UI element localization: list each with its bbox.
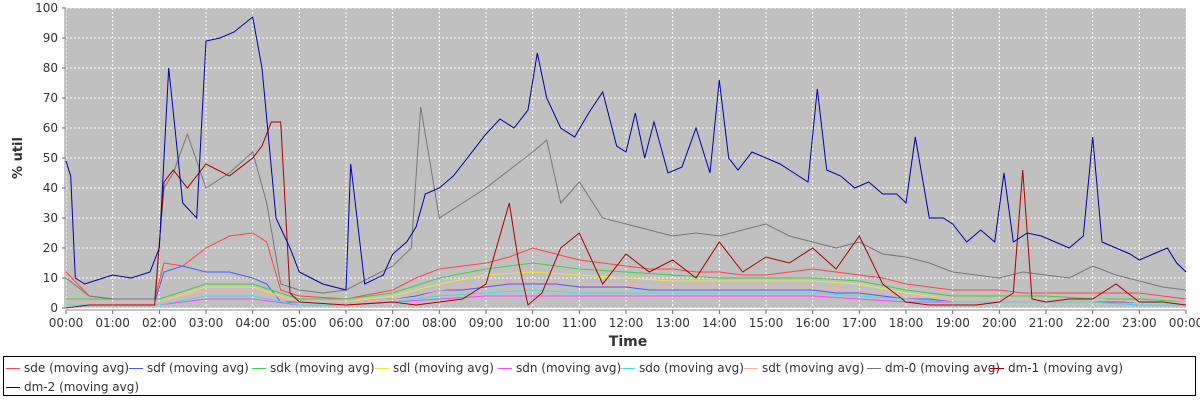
x-tick-label: 08:00 — [422, 316, 457, 330]
legend-item: dm-1 (moving avg) — [990, 360, 1123, 376]
x-tick-label: 21:00 — [1029, 316, 1064, 330]
x-tick-label: 16:00 — [795, 316, 830, 330]
legend: sde (moving avg) sdf (moving avg) sdk (mov… — [3, 356, 1196, 396]
legend-swatch — [867, 367, 881, 369]
legend-swatch — [621, 367, 635, 369]
x-tick-label: 20:00 — [982, 316, 1017, 330]
axes — [62, 7, 1187, 314]
x-tick-label: 15:00 — [749, 316, 784, 330]
legend-swatch — [990, 367, 1004, 369]
x-tick-label: 06:00 — [329, 316, 364, 330]
x-tick-label: 00:00 — [1169, 316, 1200, 330]
x-tick-label: 02:00 — [142, 316, 177, 330]
x-tick-label: 05:00 — [282, 316, 317, 330]
legend-swatch — [744, 367, 758, 369]
x-tick-label: 09:00 — [469, 316, 504, 330]
legend-label: sdt (moving avg) — [762, 361, 865, 375]
y-tick-label: 20 — [43, 241, 58, 255]
x-tick-label: 10:00 — [515, 316, 550, 330]
x-tick-label: 17:00 — [842, 316, 877, 330]
y-tick-label: 30 — [43, 211, 58, 225]
x-tick-label: 00:00 — [49, 316, 84, 330]
legend-item: sdf (moving avg) — [129, 360, 249, 376]
legend-label: dm-0 (moving avg) — [885, 361, 1001, 375]
x-tick-label: 18:00 — [889, 316, 924, 330]
legend-label: dm-2 (moving avg) — [24, 380, 140, 394]
y-tick-label: 90 — [43, 31, 58, 45]
x-tick-label: 04:00 — [235, 316, 270, 330]
y-axis-label: % util — [11, 137, 26, 179]
gridlines — [65, 7, 1187, 309]
x-tick-label: 14:00 — [702, 316, 737, 330]
series-line-sdt — [66, 280, 1186, 303]
legend-item: sde (moving avg) — [6, 360, 129, 376]
x-tick-label: 23:00 — [1122, 316, 1157, 330]
legend-item: sdn (moving avg) — [498, 360, 621, 376]
legend-item: sdl (moving avg) — [375, 360, 494, 376]
legend-swatch — [252, 367, 266, 369]
legend-label: dm-1 (moving avg) — [1008, 361, 1124, 375]
x-tick-label: 11:00 — [562, 316, 597, 330]
legend-label: sdl (moving avg) — [393, 361, 494, 375]
legend-label: sdo (moving avg) — [639, 361, 744, 375]
series-line-sdk — [66, 262, 1187, 303]
y-tick-label: 0 — [50, 301, 58, 315]
x-tick-label: 03:00 — [189, 316, 224, 330]
x-tick-label: 13:00 — [655, 316, 690, 330]
series-line-dm-1 — [65, 121, 1187, 309]
legend-swatch — [6, 386, 20, 388]
legend-item: sdo (moving avg) — [621, 360, 744, 376]
x-tick-label: 19:00 — [935, 316, 970, 330]
legend-label: sdk (moving avg) — [270, 361, 375, 375]
y-tick-label: 10 — [43, 271, 58, 285]
legend-item: dm-0 (moving avg) — [867, 360, 1000, 376]
legend-swatch — [129, 367, 143, 369]
x-tick-label: 01:00 — [95, 316, 130, 330]
x-axis-label: Time — [609, 334, 647, 350]
series-line-dm-2 — [65, 16, 1187, 291]
y-tick-label: 80 — [43, 61, 58, 75]
legend-label: sde (moving avg) — [24, 361, 130, 375]
y-tick-label: 100 — [35, 1, 58, 15]
series-line-sde — [65, 232, 1187, 300]
y-tick-label: 50 — [43, 151, 58, 165]
y-tick-label: 70 — [43, 91, 58, 105]
legend-item: sdt (moving avg) — [744, 360, 864, 376]
legend-label: sdn (moving avg) — [516, 361, 622, 375]
x-tick-labels: 00:00 01:00 02:00 03:00 04:00 05:00 06:00 07:00… — [49, 316, 1200, 330]
x-tick-label: 12:00 — [609, 316, 644, 330]
legend-swatch — [498, 367, 512, 369]
y-tick-label: 60 — [43, 121, 58, 135]
legend-label: sdf (moving avg) — [147, 361, 249, 375]
series-line-dm-0 — [65, 106, 1187, 300]
y-tick-labels: 0 10 20 30 40 50 60 70 80 90 100 — [35, 1, 58, 315]
legend-item: sdk (moving avg) — [252, 360, 375, 376]
series-lines — [65, 16, 1187, 309]
y-tick-label: 40 — [43, 181, 58, 195]
x-tick-label: 07:00 — [375, 316, 410, 330]
x-tick-label: 22:00 — [1075, 316, 1110, 330]
legend-item: dm-2 (moving avg) — [6, 379, 139, 395]
legend-swatch — [6, 367, 20, 369]
legend-swatch — [375, 367, 389, 369]
